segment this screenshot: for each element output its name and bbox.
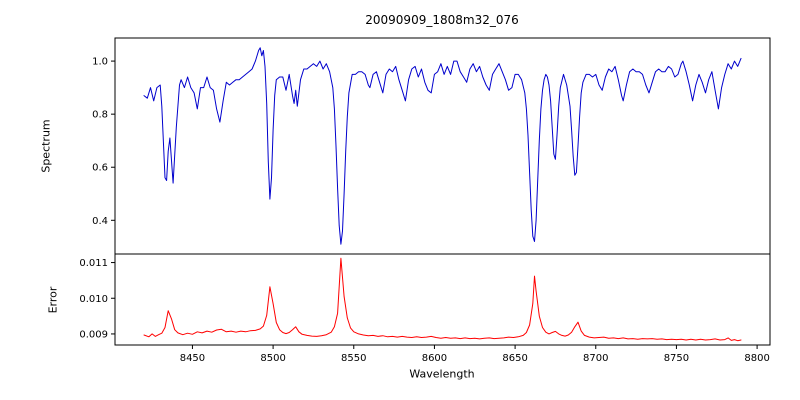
xtick-label: 8750 (664, 353, 689, 364)
xtick-label: 8450 (180, 353, 205, 364)
xtick-label: 8600 (422, 353, 447, 364)
xtick-label: 8700 (583, 353, 608, 364)
spectrum-y-axis-label: Spectrum (39, 119, 53, 173)
xtick-label: 8650 (502, 353, 527, 364)
error-axes (114, 253, 771, 346)
error-ytick-label: 0.009 (79, 329, 108, 340)
spectrum-ytick-label: 0.6 (92, 163, 108, 174)
error-ytick-label: 0.011 (79, 258, 108, 269)
plot-title: 20090909_1808m32_076 (365, 13, 519, 27)
xtick-label: 8800 (744, 353, 769, 364)
xtick-label: 8500 (260, 353, 285, 364)
x-axis-label: Wavelength (409, 367, 475, 381)
spectrum-ytick-label: 1.0 (92, 57, 108, 68)
xtick-label: 8550 (341, 353, 366, 364)
error-line (143, 257, 742, 342)
spectrum-ytick-label: 0.8 (92, 110, 108, 121)
spectrum-line (143, 47, 742, 245)
error-ytick-label: 0.010 (79, 294, 108, 305)
error-y-axis-label: Error (46, 286, 60, 314)
spectrum-ytick-label: 0.4 (92, 216, 108, 227)
